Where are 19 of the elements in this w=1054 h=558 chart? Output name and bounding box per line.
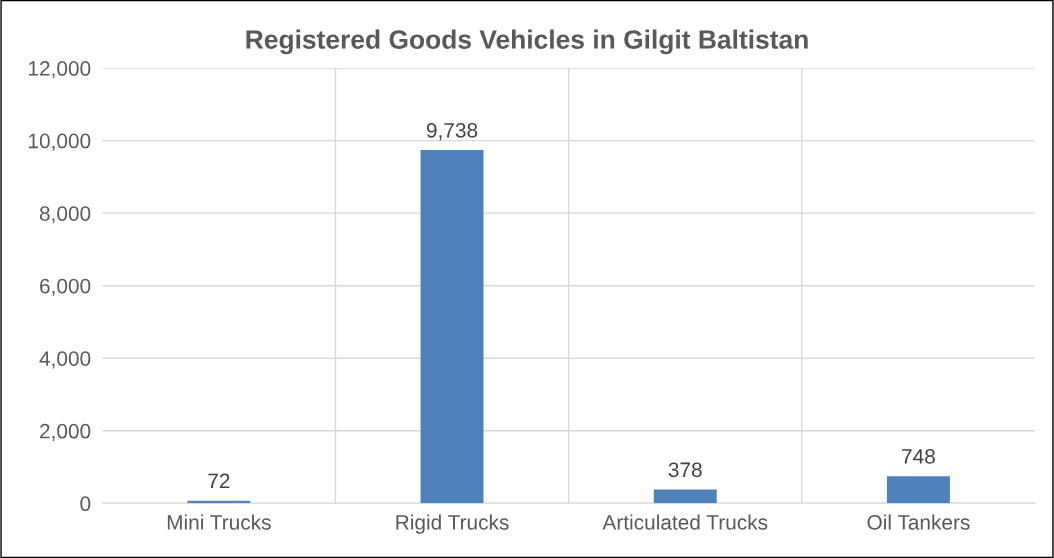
x-tick-label: Articulated Trucks xyxy=(602,514,768,530)
y-tick-label: 10,000 xyxy=(29,133,91,151)
data-label: 9,738 xyxy=(426,122,478,141)
x-tick-label: Oil Tankers xyxy=(867,514,970,530)
bar xyxy=(886,476,950,504)
y-tick-label: 8,000 xyxy=(39,206,91,224)
y-tick-label: 4,000 xyxy=(39,351,91,369)
chart-title: Registered Goods Vehicles in Gilgit Baltistan xyxy=(246,29,808,55)
bar xyxy=(420,150,484,504)
y-tick-label: 2,000 xyxy=(40,423,91,441)
data-label: 72 xyxy=(208,473,230,489)
data-label: 378 xyxy=(668,462,702,478)
x-tick-label: Mini Trucks xyxy=(167,514,271,530)
y-tick-label: 12,000 xyxy=(29,61,91,79)
y-tick-label: 0 xyxy=(80,496,91,512)
y-tick-label: 6,000 xyxy=(40,278,91,296)
x-tick-label: Rigid Trucks xyxy=(396,514,509,534)
bar xyxy=(653,489,717,504)
data-label: 748 xyxy=(902,448,935,464)
